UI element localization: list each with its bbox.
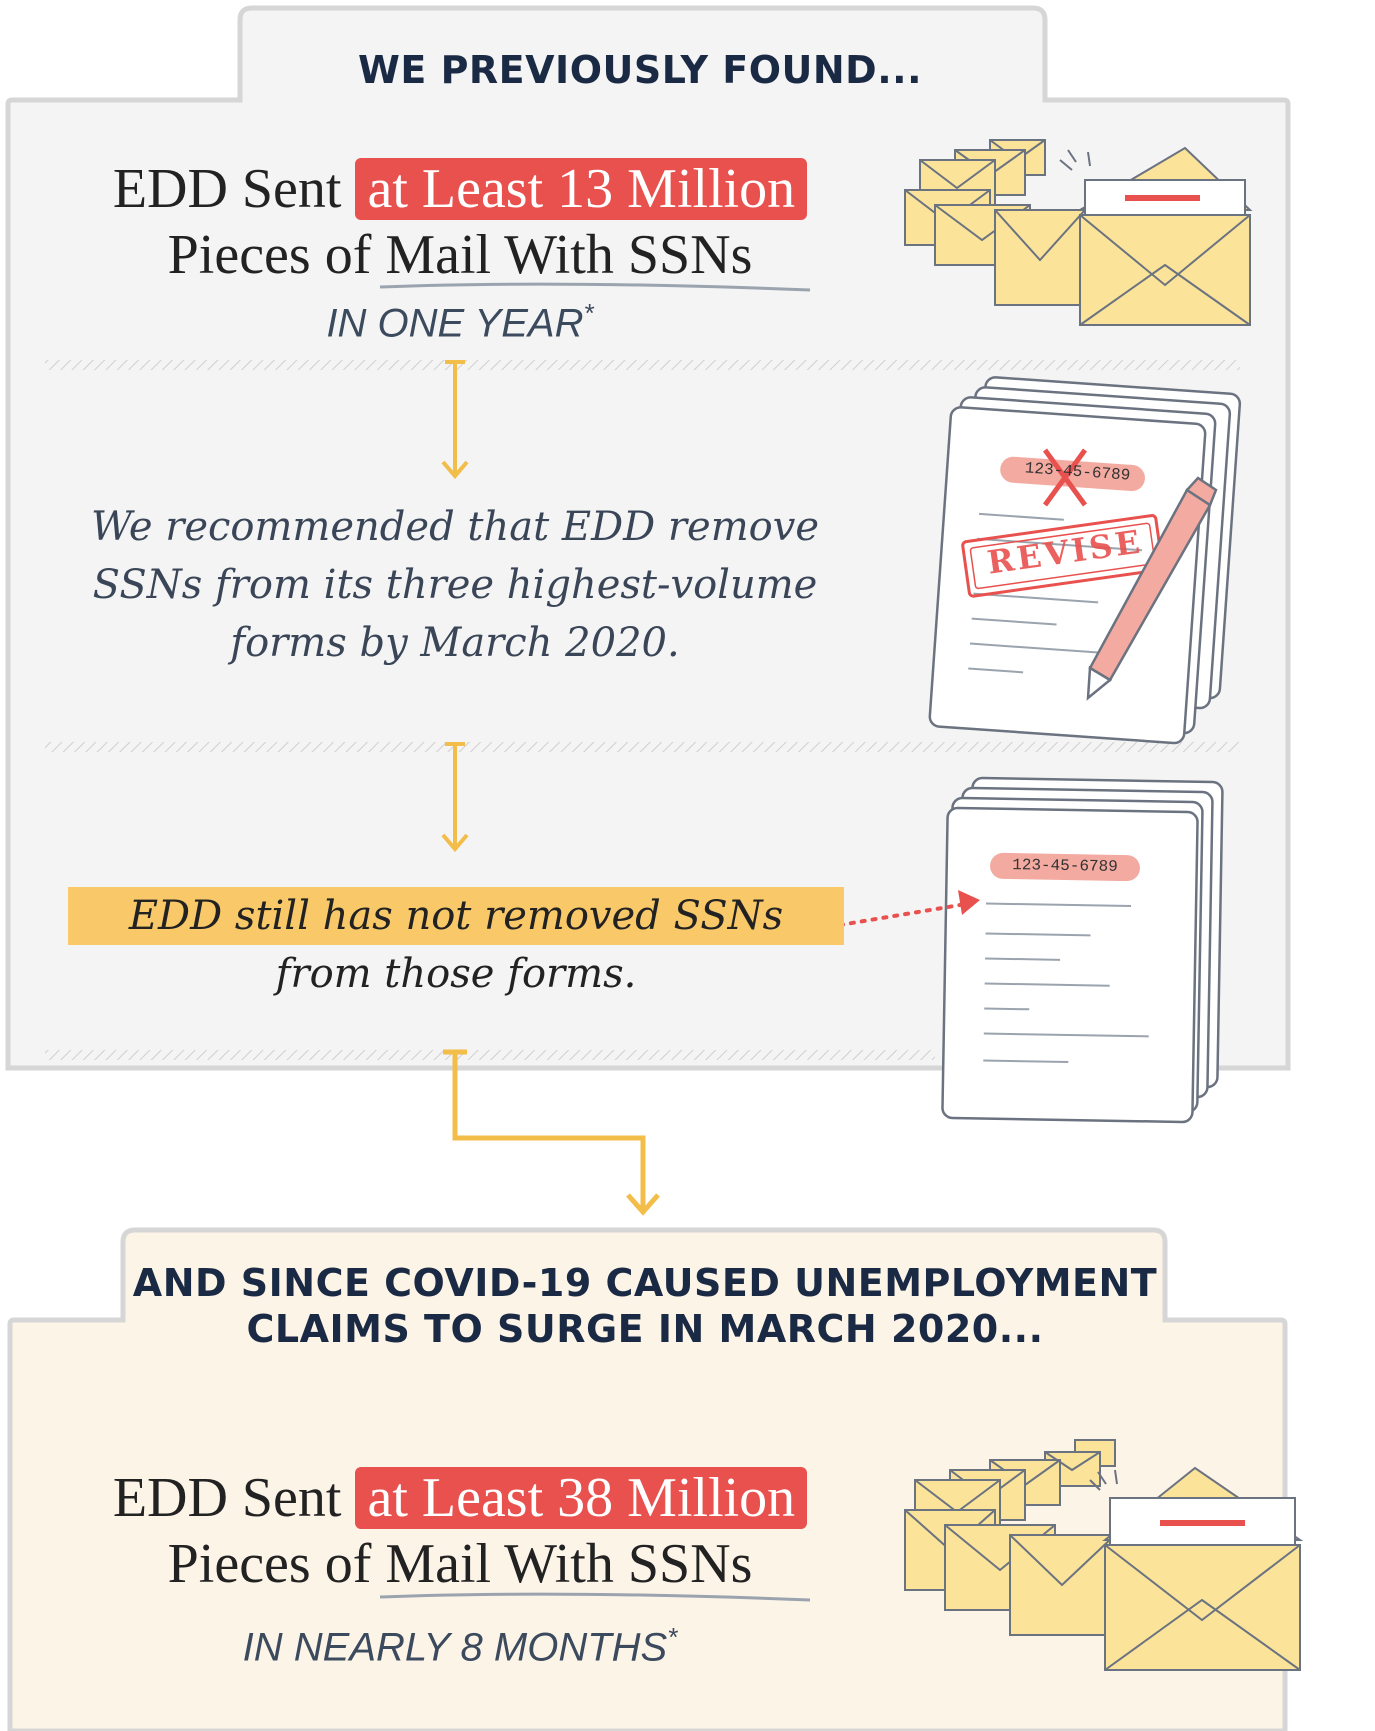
finding-block: EDD still has not removed SSNs from thos… [68, 887, 844, 1003]
dotted-pointer-arrow [838, 890, 980, 927]
down-arrow-1 [441, 360, 469, 480]
headline-highlight: at Least 13 Million [355, 158, 808, 220]
bottom-subline-text: IN NEARLY 8 MONTHS [242, 1625, 668, 1670]
bottom-headline-line2: Pieces of Mail With SSNs [167, 1533, 753, 1595]
top-subline-text: IN ONE YEAR [326, 301, 584, 346]
headline-prefix: EDD Sent [112, 158, 342, 220]
bottom-heading-line1: AND SINCE COVID-19 CAUSED UNEMPLOYMENT [132, 1261, 1158, 1305]
top-subline: IN ONE YEAR* [190, 298, 730, 346]
bottom-heading-line2: CLAIMS TO SURGE IN MARCH 2020... [246, 1307, 1044, 1351]
finding-highlight: EDD still has not removed SSNs [68, 887, 844, 945]
document-revise-icon [928, 376, 1242, 745]
ssn-pill-revise [1000, 456, 1145, 492]
bottom-headline-prefix: EDD Sent [112, 1467, 342, 1529]
bottom-headline: EDD Sent at Least 38 Million [20, 1465, 900, 1531]
recommendation-text: We recommended that EDD remove SSNs from… [90, 504, 819, 666]
divider-1 [45, 360, 1240, 370]
document-revise-lines [968, 512, 1142, 674]
pencil-icon [1086, 476, 1218, 701]
connector-arrow [443, 1049, 660, 1216]
underline-squiggle-bottom [379, 1592, 811, 1602]
document-ssn-lines [983, 902, 1149, 1063]
top-headline: EDD Sent at Least 13 Million [20, 156, 900, 222]
footnote-mark: * [583, 298, 594, 328]
bottom-subline: IN NEARLY 8 MONTHS* [170, 1622, 750, 1670]
cross-out-icon [1042, 448, 1088, 507]
divider-3 [45, 1050, 935, 1060]
bottom-headline-highlight: at Least 38 Million [355, 1467, 808, 1529]
sparkle-lines-top [1059, 149, 1091, 171]
ssn-pill [990, 852, 1140, 882]
top-panel-heading: WE PREVIOUSLY FOUND... [357, 48, 923, 92]
underline-squiggle-top [379, 282, 811, 292]
down-arrow-2 [441, 742, 469, 853]
ssn-text: 123-45-6789 [1012, 856, 1118, 876]
sparkle-lines-bottom [1089, 1469, 1118, 1491]
divider-2 [45, 742, 1240, 752]
bottom-panel-heading: AND SINCE COVID-19 CAUSED UNEMPLOYMENT C… [130, 1260, 1160, 1352]
envelope-stack-icon-top [904, 139, 1253, 326]
top-headline-line2: Pieces of Mail With SSNs [167, 224, 753, 286]
bottom-footnote-mark: * [667, 1622, 678, 1652]
envelope-stack-icon-bottom [904, 1439, 1304, 1671]
finding-rest: from those forms. [275, 951, 637, 997]
document-ssn-icon [941, 776, 1224, 1124]
